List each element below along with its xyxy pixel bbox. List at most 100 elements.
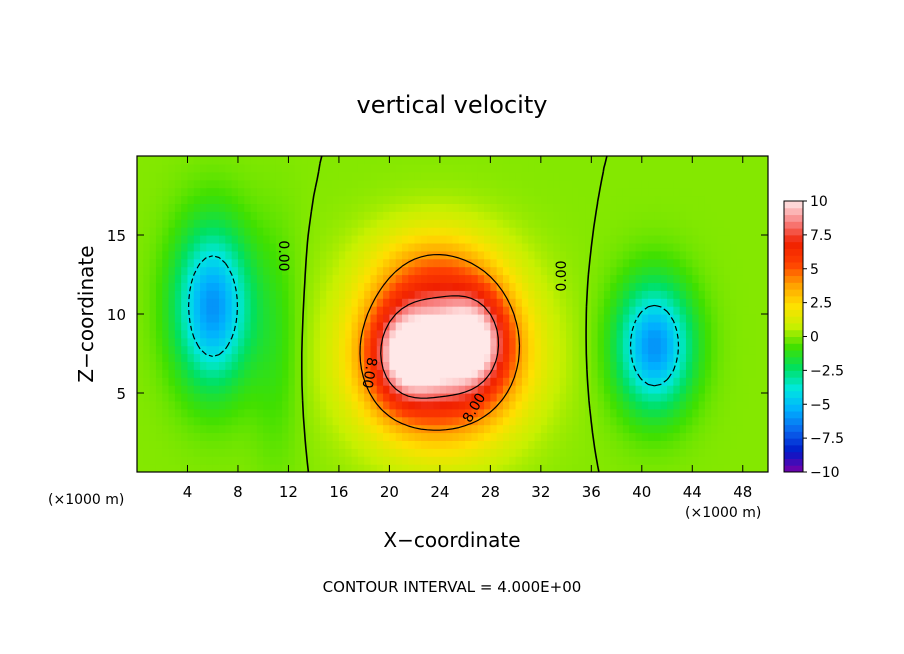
colorbar-swatch: [784, 282, 803, 290]
heatmap-cell: [193, 432, 201, 441]
heatmap-cell: [465, 337, 473, 347]
heatmap-cell: [591, 345, 599, 355]
heatmap-cell: [648, 203, 656, 212]
heatmap-cell: [143, 432, 151, 441]
heatmap-cell: [622, 266, 630, 276]
heatmap-cell: [521, 385, 529, 394]
heatmap-cell: [219, 266, 226, 276]
heatmap-cell: [155, 211, 163, 220]
heatmap-cell: [654, 440, 662, 449]
heatmap-cell: [389, 171, 397, 181]
heatmap-cell: [345, 432, 353, 441]
heatmap-cell: [193, 361, 201, 370]
heatmap-cell: [667, 448, 674, 457]
heatmap-cell: [420, 424, 428, 434]
heatmap-cell: [616, 250, 624, 260]
heatmap-cell: [168, 235, 176, 244]
heatmap-cell: [717, 361, 725, 370]
heatmap-cell: [490, 219, 498, 228]
heatmap-cell: [319, 179, 327, 189]
heatmap-cell: [610, 187, 618, 197]
heatmap-cell: [458, 163, 466, 173]
heatmap-cell: [452, 424, 460, 434]
heatmap-cell: [685, 400, 693, 410]
heatmap-cell: [376, 361, 384, 370]
heatmap-cell: [307, 393, 315, 402]
heatmap-cell: [181, 464, 189, 472]
heatmap-cell: [603, 432, 611, 441]
heatmap-cell: [597, 203, 605, 212]
heatmap-cell: [288, 432, 296, 441]
heatmap-cell: [578, 385, 586, 394]
heatmap-cell: [679, 432, 687, 441]
heatmap-cell: [730, 393, 738, 402]
heatmap-cell: [490, 274, 498, 283]
heatmap-cell: [263, 353, 271, 362]
heatmap-cell: [294, 290, 302, 299]
heatmap-cell: [755, 385, 763, 394]
heatmap-cell: [452, 171, 460, 181]
heatmap-cell: [559, 290, 567, 299]
heatmap-cell: [452, 195, 460, 204]
heatmap-cell: [458, 242, 466, 252]
heatmap-cell: [465, 235, 473, 244]
heatmap-cell: [256, 266, 264, 276]
heatmap-cell: [244, 353, 252, 362]
heatmap-cell: [540, 432, 548, 441]
heatmap-cell: [420, 416, 428, 426]
heatmap-cell: [730, 266, 738, 276]
heatmap-cell: [225, 393, 233, 402]
heatmap-cell: [370, 314, 378, 323]
heatmap-cell: [250, 235, 258, 244]
heatmap-cell: [288, 156, 296, 165]
heatmap-cell: [591, 464, 599, 472]
heatmap-cell: [755, 242, 763, 252]
heatmap-cell: [326, 195, 334, 204]
heatmap-cell: [547, 369, 555, 378]
heatmap-cell: [477, 306, 485, 315]
heatmap-cell: [244, 242, 252, 252]
heatmap-cell: [591, 400, 599, 410]
heatmap-cell: [155, 456, 163, 465]
heatmap-cell: [749, 298, 756, 307]
heatmap-cell: [484, 242, 491, 252]
heatmap-cell: [635, 353, 643, 362]
heatmap-cell: [496, 266, 504, 276]
heatmap-cell: [206, 187, 214, 197]
heatmap-cell: [749, 187, 756, 197]
heatmap-cell: [452, 298, 460, 307]
heatmap-cell: [603, 448, 611, 457]
heatmap-cell: [660, 361, 668, 370]
heatmap-cell: [383, 219, 390, 228]
heatmap-cell: [402, 345, 409, 355]
heatmap-cell: [408, 464, 416, 472]
heatmap-cell: [591, 321, 599, 331]
heatmap-cell: [427, 369, 435, 378]
heatmap-cell: [338, 385, 346, 394]
heatmap-cell: [263, 424, 271, 434]
heatmap-cell: [420, 314, 428, 323]
heatmap-cell: [572, 203, 580, 212]
heatmap-cell: [313, 377, 321, 386]
heatmap-cell: [187, 400, 195, 410]
heatmap-cell: [458, 306, 466, 315]
heatmap-cell: [364, 369, 372, 378]
heatmap-cell: [383, 227, 390, 236]
heatmap-cell: [263, 258, 271, 268]
heatmap-cell: [237, 258, 245, 268]
heatmap-cell: [200, 235, 208, 244]
heatmap-cell: [496, 298, 504, 307]
heatmap-cell: [282, 195, 290, 204]
heatmap-cell: [408, 385, 416, 394]
heatmap-cell: [730, 440, 738, 449]
heatmap-cell: [755, 266, 763, 276]
heatmap-cell: [446, 203, 454, 212]
heatmap-cell: [345, 171, 353, 181]
heatmap-cell: [439, 203, 447, 212]
heatmap-cell: [591, 282, 599, 291]
heatmap-cell: [282, 400, 290, 410]
heatmap-cell: [471, 321, 479, 331]
heatmap-cell: [566, 195, 573, 204]
heatmap-cell: [736, 306, 744, 315]
heatmap-cell: [193, 321, 201, 331]
